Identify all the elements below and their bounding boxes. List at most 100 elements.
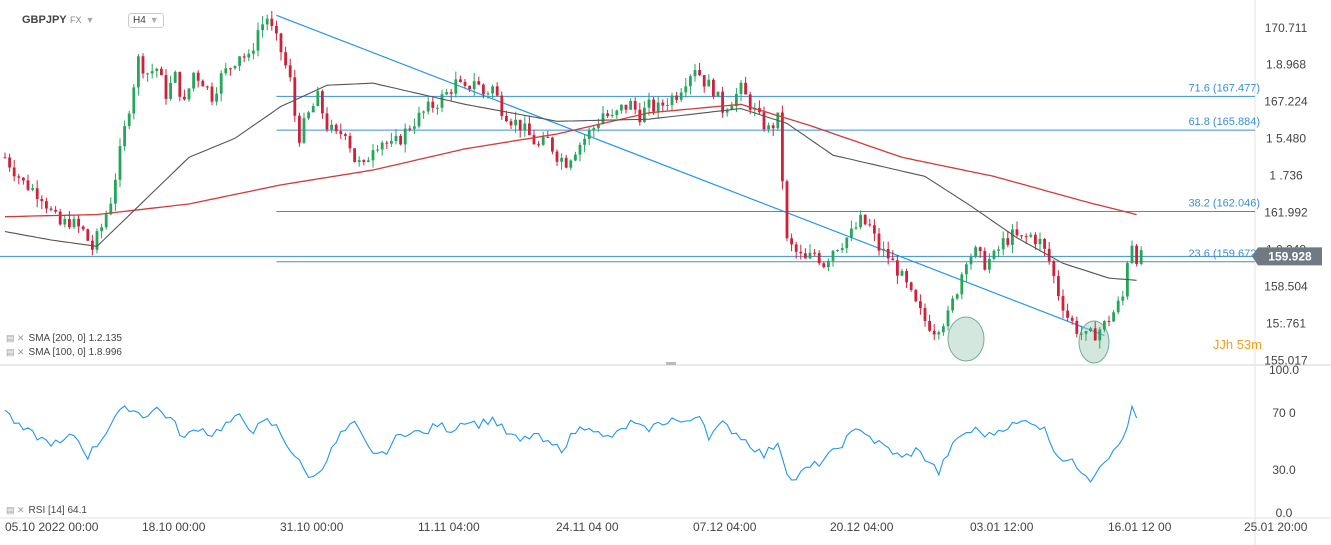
legend-settings-icon[interactable]: ▤ ✕ [6,333,25,343]
timeframe-selector[interactable]: H4 ▼ [128,12,164,28]
candle-body [334,124,338,132]
candle-body [17,176,21,178]
candle-body [215,93,218,102]
candle-body [767,125,770,130]
candle-body [1107,320,1111,322]
candle-body [288,65,292,78]
candle-body [26,180,30,190]
candle-body [850,228,853,238]
candle-body [206,86,209,88]
candle-body [877,233,881,251]
candle-body [960,274,964,295]
candle-body [183,96,186,100]
candle-body [321,91,324,114]
candle-body [794,244,798,252]
current-price-label: 159.928 [1268,249,1312,263]
candle-body [900,270,904,276]
candle-body [702,75,706,87]
candle-body [1070,317,1074,321]
candle-body [284,52,287,66]
price-tick-label: 170.711 [1265,21,1308,35]
market-selector[interactable]: FX ▼ [70,15,94,25]
candle-body [827,260,830,268]
candle-body [799,251,803,254]
candle-body [965,264,968,275]
candle-body [238,56,241,67]
candle-body [367,160,370,162]
candle-body [1121,296,1125,301]
candle-body [468,85,471,90]
candle-body [781,112,784,182]
candle-body [762,112,766,130]
candle-body [868,224,872,226]
legend-sma100[interactable]: ▤ ✕ SMA [100, 0] 1.8.996 [6,347,122,358]
candle-body [1139,250,1143,264]
candle-body [845,237,849,249]
legend-settings-icon[interactable]: ▤ ✕ [6,505,25,515]
candle-body [8,157,11,168]
candle-body [730,106,734,110]
candle-body [523,123,527,131]
candle-body [1034,234,1037,245]
candle-body [905,270,908,283]
candle-body [1066,310,1069,318]
rsi-line [4,404,1138,483]
candle-body [854,227,858,229]
candle-body [666,104,669,106]
candle-body [560,157,563,162]
candle-body [371,150,375,161]
legend-settings-icon[interactable]: ▤ ✕ [6,347,25,357]
candle-body [293,77,297,116]
candle-body [187,88,191,100]
candle-body [150,71,154,74]
symbol-label: GBPJPY [22,14,67,26]
candle-body [390,140,393,144]
legend-sma200[interactable]: ▤ ✕ SMA [200, 0] 1.2.135 [6,333,122,344]
candle-body [445,92,448,95]
candle-body [114,179,117,204]
candle-body [546,136,550,138]
candle-body [40,198,44,202]
time-tick-label: 18.10 00:00 [142,520,206,534]
candle-body [224,68,228,74]
candle-body [454,79,458,94]
candle-body [514,119,517,126]
candle-body [192,72,195,89]
candle-body [873,225,876,234]
candle-body [551,137,554,152]
price-tick-label: 155.017 [1264,353,1308,367]
candle-body [1024,236,1028,238]
candle-body [707,79,711,87]
candle-body [817,253,821,264]
candle-body [1047,248,1051,262]
legend-sma200-label: SMA [200, 0] 1.2.135 [28,333,122,344]
market-dropdown-icon: ▼ [85,15,95,25]
candle-body [109,203,113,215]
highlight-ellipse [947,316,985,362]
sma100-line [4,82,1137,281]
legend-rsi-label: RSI [14] 64.1 [28,505,87,516]
candle-body [1011,229,1014,245]
candle-body [440,94,444,108]
current-price-badge [1258,247,1322,266]
candle-body [123,126,126,147]
price-tick-label: 1.8.968 [1266,58,1306,72]
candle-body [63,218,67,225]
candle-body [12,167,16,177]
legend-rsi[interactable]: ▤ ✕ RSI [14] 64.1 [6,505,87,516]
candle-body [771,125,775,129]
candle-body [100,227,103,232]
candle-body [316,91,320,107]
candle-body [252,50,255,54]
candle-body [132,87,136,114]
candle-body [712,79,715,97]
candle-body [739,82,743,94]
candle-body [790,238,793,245]
candle-body [804,253,807,259]
candle-body [482,84,485,95]
candle-body [624,104,628,110]
candle-body [486,93,490,95]
candle-body [1038,239,1042,245]
